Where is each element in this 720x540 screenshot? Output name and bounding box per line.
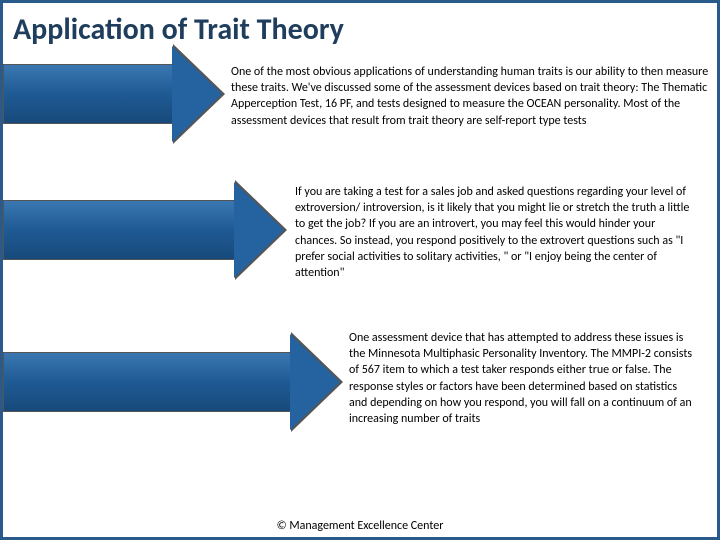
text-block-1: One of the most obvious applications of …: [231, 64, 711, 129]
arrow-1-shape: [3, 64, 173, 124]
arrow-2: [3, 200, 235, 260]
footer-copyright: © Management Excellence Center: [3, 519, 717, 533]
arrow-1-body: [3, 64, 173, 124]
text-block-2: If you are taking a test for a sales job…: [295, 184, 693, 281]
content-area: One of the most obvious applications of …: [3, 52, 717, 522]
arrow-2-head: [234, 182, 284, 278]
arrow-3-shape: [3, 352, 291, 412]
page-title: Application of Trait Theory: [3, 3, 717, 52]
arrow-2-body: [3, 200, 235, 260]
arrow-1: [3, 64, 173, 124]
text-block-3: One assessment device that has attempted…: [349, 330, 693, 427]
arrow-3: [3, 352, 291, 412]
arrow-3-head: [290, 334, 340, 430]
arrow-2-shape: [3, 200, 235, 260]
arrow-1-head: [172, 46, 222, 142]
arrow-3-body: [3, 352, 291, 412]
